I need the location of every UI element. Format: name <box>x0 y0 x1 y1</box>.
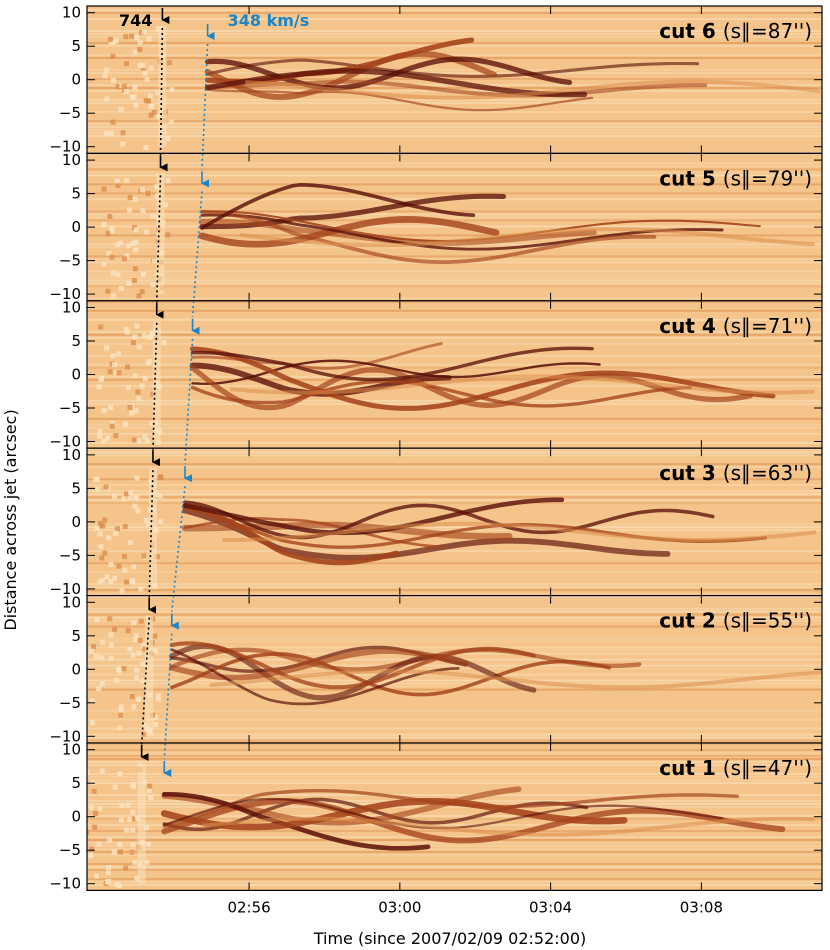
y-tick-label: 0 <box>71 660 81 678</box>
y-tick-label: −10 <box>49 727 81 745</box>
intensity-map <box>87 595 822 742</box>
blue-speed-label: 348 km/s <box>228 11 310 30</box>
blue-dotted-track <box>201 43 209 170</box>
y-tick-label: 10 <box>62 4 81 22</box>
black-dotted-track <box>140 617 150 746</box>
y-tick-label: 5 <box>71 627 81 645</box>
intensity-map <box>87 448 822 596</box>
black-dotted-track <box>152 322 158 451</box>
blue-dotted-track <box>191 191 203 317</box>
y-tick-label: −10 <box>49 285 81 303</box>
panel-label: cut 3 (s∥=63'') <box>659 461 812 485</box>
annotations-group: 744 348 km/s <box>119 8 310 777</box>
y-tick-label: −10 <box>49 138 81 156</box>
cut-label: cut 6 <box>659 19 723 43</box>
s-parallel-label: (s∥=71'') <box>723 314 812 338</box>
y-tick-label: 0 <box>71 218 81 236</box>
panel-label: cut 1 (s∥=47'') <box>659 756 812 780</box>
intensity-map <box>87 162 822 301</box>
y-tick-label: −5 <box>59 546 81 564</box>
black-speed-label: 744 <box>119 11 152 30</box>
y-tick-label: 0 <box>71 513 81 531</box>
y-tick-label: 0 <box>71 366 81 384</box>
y-tick-label: −10 <box>49 875 81 893</box>
y-tick-label: 10 <box>62 151 81 169</box>
x-tick-label: 03:08 <box>680 898 723 916</box>
y-tick-label: −10 <box>49 433 81 451</box>
x-tick-label: 03:00 <box>378 898 421 916</box>
x-tick-label: 03:04 <box>529 898 572 916</box>
x-axis: 02:56 03:00 03:04 03:08 <box>227 898 723 916</box>
y-tick-label: 5 <box>71 185 81 203</box>
y-tick-label: 10 <box>62 741 81 759</box>
panel-label: cut 4 (s∥=71'') <box>659 314 812 338</box>
panel-label: cut 6 (s∥=87'') <box>659 19 812 43</box>
y-tick-label: −5 <box>59 694 81 712</box>
black-dotted-track <box>148 470 154 598</box>
s-parallel-label: (s∥=79'') <box>723 166 812 190</box>
y-tick-label: 5 <box>71 332 81 350</box>
panel-background <box>87 300 822 449</box>
y-tick-label: 5 <box>71 37 81 55</box>
y-tick-label: −5 <box>59 252 81 270</box>
s-parallel-label: (s∥=63'') <box>723 461 812 485</box>
y-tick-label: 0 <box>71 71 81 89</box>
s-parallel-label: (s∥=47'') <box>723 756 812 780</box>
blue-dotted-track <box>171 486 186 612</box>
x-axis-label: Time (since 2007/02/09 02:52:00) <box>313 929 587 948</box>
cut-label: cut 5 <box>659 166 723 190</box>
y-tick-label: 10 <box>62 299 81 317</box>
y-tick-label: −5 <box>59 399 81 417</box>
y-tick-label: 0 <box>71 808 81 826</box>
cut-label: cut 2 <box>659 609 723 633</box>
y-tick-label: −5 <box>59 841 81 859</box>
y-tick-label: 10 <box>62 446 81 464</box>
panel-cut-2: −10 −5 0 5 10 cut 2 (s∥=55'') <box>49 593 823 745</box>
y-tick-label: −5 <box>59 104 81 122</box>
panel-cut-3: −10 −5 0 5 10 cut 3 (s∥=63'') <box>49 446 823 598</box>
intensity-map <box>87 300 822 449</box>
y-tick-label: −10 <box>49 580 81 598</box>
cut-label: cut 4 <box>659 314 723 338</box>
s-parallel-label: (s∥=55'') <box>723 609 812 633</box>
x-tick-label: 02:56 <box>227 898 270 916</box>
panel-cut-5: −10 −5 0 5 10 cut 5 (s∥=79'') <box>49 151 823 303</box>
panel-label: cut 2 (s∥=55'') <box>659 609 812 633</box>
y-tick-label: 5 <box>71 479 81 497</box>
cut-label: cut 1 <box>659 756 723 780</box>
y-axis-label: Distance across jet (arcsec) <box>1 409 20 630</box>
blue-dotted-track <box>184 338 194 465</box>
panel-label: cut 5 (s∥=79'') <box>659 166 812 190</box>
cut-label: cut 3 <box>659 461 723 485</box>
black-dotted-track <box>159 27 164 156</box>
intensity-map <box>87 743 822 891</box>
blue-dotted-track <box>163 633 173 760</box>
panel-background <box>87 448 822 596</box>
y-tick-label: 10 <box>62 593 81 611</box>
y-tick-label: 5 <box>71 774 81 792</box>
panel-cut-6: −10 −5 0 5 10 cut 6 (s∥=87'') <box>49 4 823 156</box>
black-dotted-track <box>155 175 162 303</box>
panel-cut-4: −10 −5 0 5 10 cut 4 (s∥=71'') <box>49 299 823 451</box>
panels-group: −10 −5 0 5 10 cut 6 (s∥=87'') −10 −5 0 5 10 cut 5 (… <box>49 4 823 893</box>
intensity-map <box>87 9 822 154</box>
panel-cut-1: −10 −5 0 5 10 cut 1 (s∥=47'') <box>49 741 823 893</box>
s-parallel-label: (s∥=87'') <box>723 19 812 43</box>
